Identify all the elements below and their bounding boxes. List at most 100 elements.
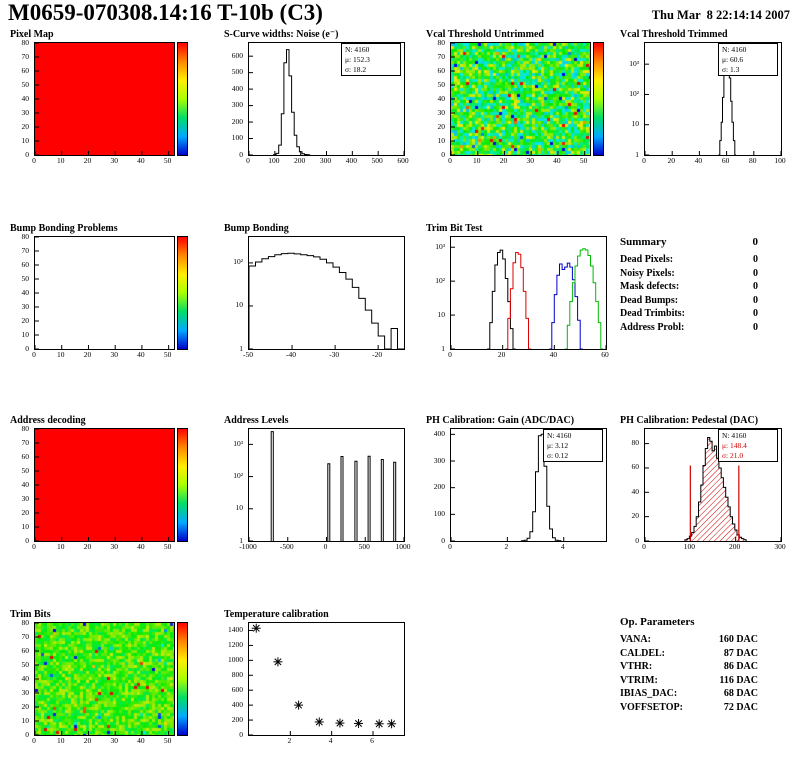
x-tick-label: 30 — [110, 542, 118, 551]
scurve-noise: S-Curve widths: Noise (e⁻) 0 100 200 300 400 5… — [222, 28, 417, 166]
op-param-label: CALDEL: — [620, 647, 666, 659]
op-param-value: 68 DAC — [723, 688, 758, 699]
bump-bonding-title: Bump Bonding — [224, 223, 289, 234]
y-tick-label: 600 — [231, 684, 243, 694]
summary-row-value: 0 — [753, 267, 758, 279]
op-param-label: VOFFSETOP: — [620, 701, 683, 713]
summary-title: Summary — [620, 236, 667, 248]
x-tick-label: 200 — [294, 156, 306, 165]
y-tick-label: 50 — [21, 659, 30, 669]
x-tick-label: 10 — [56, 736, 65, 745]
scatter-marker — [252, 624, 260, 632]
y-tick-label: 70 — [21, 437, 30, 447]
x-tick-label: 40 — [137, 542, 145, 551]
scurve-noise-title: S-Curve widths: Noise (e⁻) — [224, 29, 339, 40]
y-tick-label: 10 — [21, 135, 30, 145]
vcal-threshold-trimmed: Vcal Threshold Trimmed 0 20 40 60 80 100 1 10 10²… — [618, 28, 794, 166]
x-tick-label: 600 — [397, 156, 409, 165]
x-tick-label: 100 — [268, 156, 280, 165]
pixel-map-svg — [35, 43, 170, 155]
y-tick-label: 10³ — [233, 438, 243, 448]
op-parameters-rows: VANA: 160 DAC CALDEL: 87 DAC VTHR: 86 DAC VTRI… — [620, 633, 758, 714]
ph-calibration-gain-svg — [451, 433, 565, 541]
x-tick-label: 30 — [110, 736, 118, 745]
x-tick-label: 0 — [642, 156, 646, 165]
summary-row-label: Dead Pixels: — [620, 254, 674, 265]
y-tick-label: 1000 — [228, 654, 243, 664]
histogram-path — [249, 252, 404, 349]
ph-calibration-gain: PH Calibration: Gain (ADC/DAC) 0 2 4 0 100 200… — [424, 414, 619, 552]
y-tick-label: 200 — [231, 116, 243, 126]
trim-bits: Trim Bits 0 10 20 30 40 50 0 10 20 30 40 50 60 70 80 — [8, 608, 203, 746]
address-decoding-title: Address decoding — [10, 415, 86, 426]
x-tick-label: 40 — [137, 156, 145, 165]
y-tick-label: 10 — [21, 521, 30, 531]
summary-row-label: Dead Trimbits: — [620, 308, 685, 319]
x-tick-label: 2 — [504, 542, 509, 551]
trim-bit-test-title: Trim Bit Test — [426, 223, 483, 234]
x-tick-label: 4 — [328, 736, 333, 745]
y-tick-label: 10 — [437, 135, 446, 145]
y-tick-label: 50 — [21, 79, 30, 89]
y-tick-label: 10² — [233, 257, 243, 267]
y-tick-label: 1400 — [228, 624, 243, 634]
y-tick-label: 0 — [239, 729, 243, 739]
x-tick-label: 30 — [110, 156, 118, 165]
op-param-label: VANA: — [620, 634, 651, 645]
y-tick-label: 10 — [437, 309, 446, 319]
y-tick-label: 20 — [437, 121, 446, 131]
x-tick-label: 20 — [667, 156, 675, 165]
op-param-row: CALDEL: 87 DAC — [620, 647, 758, 661]
address-decoding-heatmap-canvas — [35, 429, 174, 541]
y-tick-label: 0 — [25, 729, 29, 739]
summary-row-label: Noisy Pixels: — [620, 267, 675, 279]
summary-row-label: Mask defects: — [620, 281, 680, 292]
x-tick-label: 20 — [83, 350, 92, 359]
summary-row-value: 0 — [753, 321, 758, 333]
trim-bits-svg — [35, 623, 170, 735]
y-tick-label: 300 — [433, 455, 445, 465]
trim-bit-test-svg — [451, 246, 606, 349]
vcal-threshold-untrimmed-colorbar — [593, 42, 604, 156]
x-tick-label: -1000 — [239, 542, 257, 551]
y-tick-label: 0 — [441, 149, 445, 159]
y-tick-label: 10 — [631, 119, 640, 129]
x-tick-label: 20 — [497, 350, 506, 359]
stats-line: μ: 148.4 — [722, 440, 747, 450]
x-tick-label: 60 — [721, 156, 730, 165]
trim-bits-heatmap-canvas — [35, 623, 174, 735]
x-tick-label: 10 — [56, 350, 65, 359]
x-tick-label: 40 — [137, 736, 145, 745]
ph-calibration-pedestal-svg — [645, 437, 781, 541]
summary-row-label: Address Probl: — [620, 321, 685, 333]
y-tick-label: 30 — [21, 301, 30, 311]
stats-line: σ: 18.2 — [345, 64, 367, 74]
x-tick-label: 0 — [448, 156, 452, 165]
x-tick-label: 0 — [32, 542, 36, 551]
summary-total: 0 — [752, 236, 759, 248]
y-tick-label: 60 — [21, 259, 30, 269]
y-tick-label: 60 — [437, 65, 446, 75]
op-param-label: IBIAS_DAC: — [620, 688, 678, 699]
bump-bonding-problems-plot-area — [34, 236, 175, 350]
summary-row: Noisy Pixels: 0 — [620, 267, 758, 281]
address-levels: Address Levels -1000 -500 0 500 1000 1 10 10² 10³ — [222, 414, 417, 552]
pixel-map-colorbar — [177, 42, 188, 156]
bump-bonding-problems-svg — [35, 237, 170, 349]
x-tick-label: 40 — [553, 156, 561, 165]
vcal-threshold-untrimmed-svg — [451, 43, 586, 155]
stats-line: N: 4160 — [547, 431, 572, 440]
y-tick-label: 0 — [441, 535, 445, 545]
y-tick-label: 400 — [433, 428, 445, 438]
bump-bonding-plot-area — [248, 236, 405, 350]
op-param-row: VTRIM: 116 DAC — [620, 674, 758, 688]
op-param-value: 160 DAC — [718, 634, 758, 645]
y-tick-label: 100 — [231, 133, 243, 143]
y-tick-label: 800 — [231, 669, 243, 679]
x-tick-label: 0 — [448, 350, 452, 359]
x-tick-label: 1000 — [395, 542, 411, 551]
trim-bit-test-plot-area — [450, 236, 607, 350]
x-tick-label: 100 — [683, 542, 695, 551]
summary-row: Mask defects: 0 — [620, 280, 758, 294]
x-tick-label: 200 — [729, 542, 741, 551]
